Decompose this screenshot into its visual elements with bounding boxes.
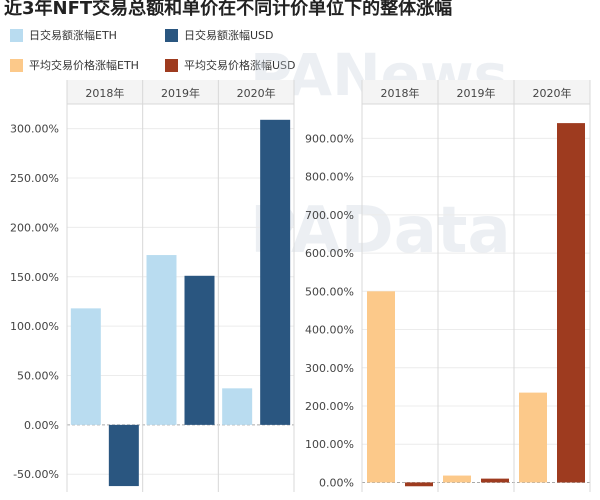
left-y-tick-label: -50.00% [13,468,59,481]
left-bar-eth [70,308,101,425]
legend-item-daily-eth: 日交易额涨幅ETH [10,27,117,43]
right-y-tick-label: 500.00% [305,285,354,298]
left-category-label: 2019年 [161,86,200,100]
legend-swatch-daily-usd [165,28,178,42]
left-bar-eth [146,255,177,425]
right-y-tick-label: 800.00% [305,171,354,184]
right-category-label: 2018年 [381,86,420,100]
left-chart-panel: -50.00% 0.00% 50.00% 100.00% 150.00% 200.00% 2… [10,80,295,492]
legend-item-daily-usd: 日交易额涨幅USD [165,27,274,43]
legend-swatch-avg-usd [165,58,178,72]
legend: 日交易额涨幅ETH 日交易额涨幅USD 平均交易价格涨幅ETH 平均交易价格涨幅… [10,24,600,74]
right-bar-usd [405,482,433,487]
left-bar-eth [222,388,253,425]
right-category-label: 2020年 [533,86,572,100]
right-y-tick-label: 100.00% [305,438,354,451]
legend-label-daily-eth: 日交易额涨幅ETH [29,29,117,42]
watermark-padata: PAData [250,194,511,268]
legend-swatch-daily-eth [10,28,23,42]
right-y-tick-label: 900.00% [305,132,354,145]
legend-label-avg-usd: 平均交易价格涨幅USD [184,59,296,72]
left-category-label: 2018年 [85,86,124,100]
right-y-tick-label: 400.00% [305,324,354,337]
right-bar-eth [519,392,547,483]
left-header-band [67,80,294,104]
left-y-tick-label: 50.00% [17,370,59,383]
left-y-tick-label: 250.00% [10,172,59,185]
legend-item-avg-usd: 平均交易价格涨幅USD [165,57,296,73]
legend-swatch-avg-eth [10,58,23,72]
right-y-tick-label: 0.00% [319,476,354,489]
left-bar-usd [260,119,291,425]
right-header-band [362,80,590,104]
right-bar-usd [481,478,509,483]
left-bar-usd [184,275,215,425]
right-bar-usd [557,123,585,483]
right-category-label: 2019年 [457,86,496,100]
left-category-label: 2020年 [237,86,276,100]
left-y-tick-label: 200.00% [10,221,59,234]
legend-label-daily-usd: 日交易额涨幅USD [184,29,274,42]
right-y-tick-label: 300.00% [305,362,354,375]
left-y-tick-label: 300.00% [10,123,59,136]
right-y-tick-label: 600.00% [305,247,354,260]
left-y-tick-label: 100.00% [10,320,59,333]
legend-item-avg-eth: 平均交易价格涨幅ETH [10,57,139,73]
left-bar-usd [108,424,139,487]
right-bar-eth [443,475,471,483]
left-y-tick-label: 150.00% [10,271,59,284]
right-chart-panel: 0.00% 100.00% 200.00% 300.00% 400.00% 500.00%… [305,80,591,492]
right-bar-eth [367,291,395,483]
right-y-tick-label: 200.00% [305,400,354,413]
right-y-tick-label: 700.00% [305,209,354,222]
left-y-tick-label: 0.00% [24,419,59,432]
chart-title: 近3年NFT交易总额和单价在不同计价单位下的整体涨幅 [4,0,453,19]
legend-label-avg-eth: 平均交易价格涨幅ETH [29,59,139,72]
